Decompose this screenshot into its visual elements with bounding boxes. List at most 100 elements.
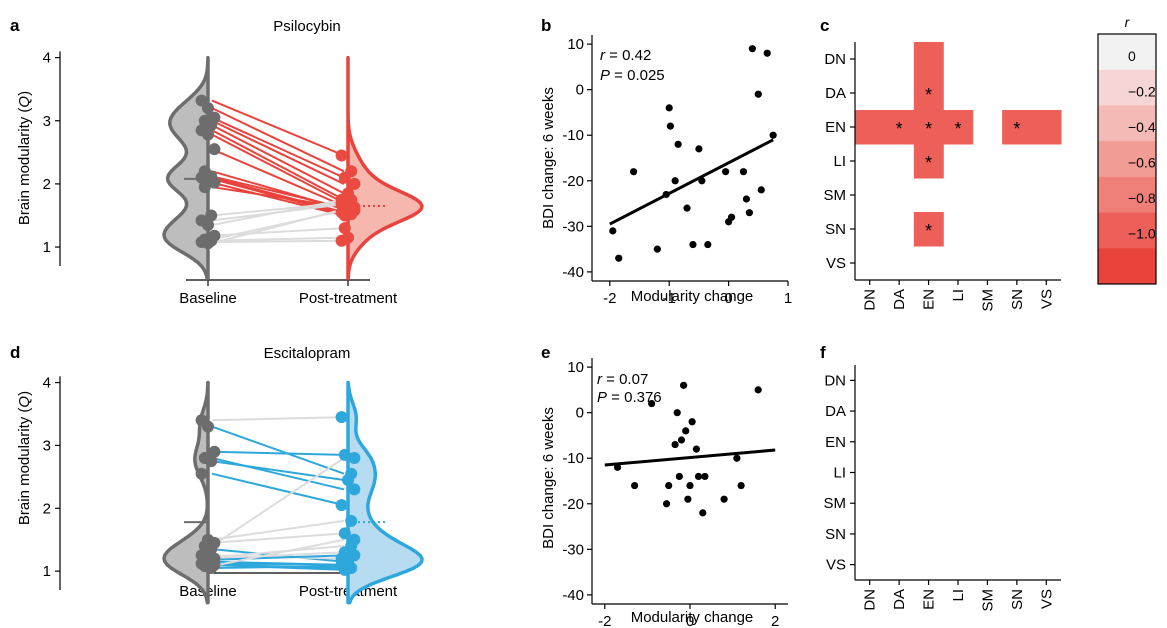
paired-line [211,450,345,456]
panel-e-scatter: BDI change: 6 weeks Modularity change r … [540,358,788,628]
baseline-point [202,102,214,115]
post-point [348,452,361,464]
paired-line [211,472,345,507]
paired-line [211,99,345,157]
data-point [653,245,661,253]
x-tick-label: 0 [724,290,732,307]
colorbar-swatch [1098,69,1156,106]
x-tick-label: 1 [784,290,792,307]
data-point [631,481,639,490]
data-point [615,254,623,262]
col-label: SN [1009,289,1026,310]
baseline-point [205,455,218,468]
col-label: SM [979,589,996,612]
data-point [748,45,756,53]
y-tick-label: -10 [562,450,584,467]
row-label: EN [825,119,846,136]
x-tick-label: 0 [686,613,694,628]
data-point [722,168,730,176]
data-point [699,509,707,517]
heatmap-cell [913,212,944,247]
significance-star: * [925,119,932,139]
panel-label-d: d [10,343,20,362]
paired-line [211,538,345,568]
paired-line [211,148,345,207]
panel-b-xlabel: Modularity change [631,288,754,305]
colorbar-tick-label: −1.0 [1128,226,1156,242]
y-tick-label: -20 [562,173,584,190]
data-point [674,140,682,148]
y-tick-label: 10 [567,359,584,376]
col-label: DA [891,589,908,610]
data-point [695,145,703,153]
data-point [671,440,679,449]
paired-line [211,532,345,544]
row-label: DA [825,403,846,420]
data-point [666,122,675,130]
data-point [629,168,638,176]
col-label: LI [950,289,967,302]
data-point [727,213,736,221]
row-label: SN [825,221,846,238]
data-point [733,454,741,462]
y-tick-label: -40 [562,264,584,281]
data-point [739,168,748,176]
heatmap-cell [884,110,915,145]
post-violin [346,55,424,281]
y-tick-label: 1 [43,239,51,256]
y-tick-label: -30 [562,541,584,558]
colorbar-tick-label: −0.2 [1128,84,1156,100]
post-point [348,533,361,546]
heatmap-cell [1031,110,1062,145]
post-violin [346,380,424,605]
colorbar-tick-label: −0.6 [1128,155,1156,171]
data-point [694,472,703,481]
data-point [763,49,771,57]
post-point [335,149,348,162]
post-point [335,499,348,512]
data-point [757,186,765,194]
post-point [345,514,358,527]
baseline-point [195,467,208,480]
paired-line [211,239,345,244]
paired-line [211,129,345,201]
row-label: EN [825,434,846,451]
heatmap-cell [913,144,944,179]
post-point [345,203,358,216]
data-point [737,481,745,490]
post-point [348,483,361,496]
col-label: DA [891,289,908,310]
fit-line [604,448,776,467]
colorbar-swatch [1098,34,1156,71]
fit-line [609,138,774,226]
post-point [345,193,358,206]
x-tick-label: 2 [771,613,779,628]
data-point [745,209,753,217]
paired-line [211,545,345,559]
y-tick-label: 10 [567,36,584,53]
colorbar-swatch [1098,141,1156,178]
y-tick-label: 3 [43,437,51,454]
y-tick-label: 4 [43,375,51,392]
data-point [671,177,679,185]
panel-b-stat-r: r = 0.42 [600,47,651,64]
post-point [335,198,348,211]
baseline-point [208,176,221,189]
col-label: SN [1009,589,1026,610]
paired-line [211,236,345,242]
paired-line [211,124,345,195]
baseline-point [208,445,221,458]
paired-line [211,416,345,422]
paired-line [211,181,345,217]
baseline-point [198,181,211,194]
panel-d-ylabel: Brain modularity (Q) [16,391,33,525]
y-tick-label: 1 [43,563,51,580]
colorbar-swatch [1098,176,1156,214]
baseline-point [202,420,214,433]
paired-line [211,457,345,491]
colorbar-tick-label: −0.4 [1128,119,1156,135]
data-point [682,427,690,435]
col-label: VS [1038,589,1055,609]
col-label: EN [921,589,938,610]
panel-label-e: e [541,343,550,362]
